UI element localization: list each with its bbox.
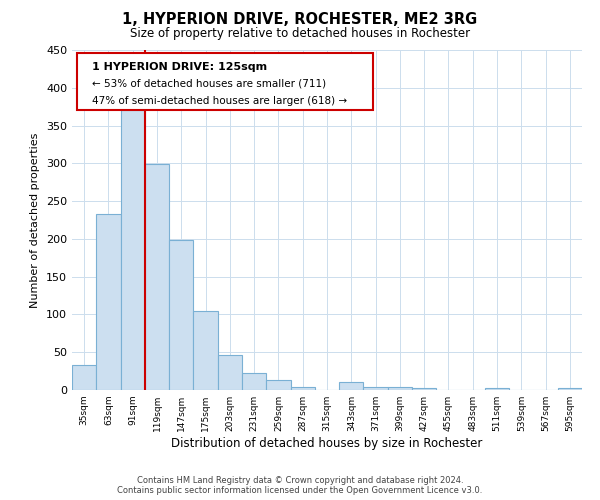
- Y-axis label: Number of detached properties: Number of detached properties: [31, 132, 40, 308]
- Bar: [485, 388, 509, 390]
- Bar: [266, 380, 290, 390]
- Bar: [96, 214, 121, 390]
- Text: Size of property relative to detached houses in Rochester: Size of property relative to detached ho…: [130, 28, 470, 40]
- Bar: [145, 164, 169, 390]
- Bar: [72, 365, 96, 390]
- Bar: [121, 110, 145, 390]
- Bar: [558, 388, 582, 390]
- Text: ← 53% of detached houses are smaller (711): ← 53% of detached houses are smaller (71…: [92, 79, 326, 89]
- Text: 1, HYPERION DRIVE, ROCHESTER, ME2 3RG: 1, HYPERION DRIVE, ROCHESTER, ME2 3RG: [122, 12, 478, 28]
- Bar: [242, 374, 266, 390]
- Text: Contains HM Land Registry data © Crown copyright and database right 2024.
Contai: Contains HM Land Registry data © Crown c…: [118, 476, 482, 495]
- Bar: [412, 388, 436, 390]
- Text: 47% of semi-detached houses are larger (618) →: 47% of semi-detached houses are larger (…: [92, 96, 347, 106]
- Text: 1 HYPERION DRIVE: 125sqm: 1 HYPERION DRIVE: 125sqm: [92, 62, 268, 72]
- Bar: [193, 310, 218, 390]
- Bar: [169, 240, 193, 390]
- FancyBboxPatch shape: [77, 54, 373, 110]
- Bar: [388, 387, 412, 390]
- X-axis label: Distribution of detached houses by size in Rochester: Distribution of detached houses by size …: [172, 437, 482, 450]
- Bar: [364, 387, 388, 390]
- Bar: [218, 355, 242, 390]
- Bar: [290, 387, 315, 390]
- Bar: [339, 382, 364, 390]
